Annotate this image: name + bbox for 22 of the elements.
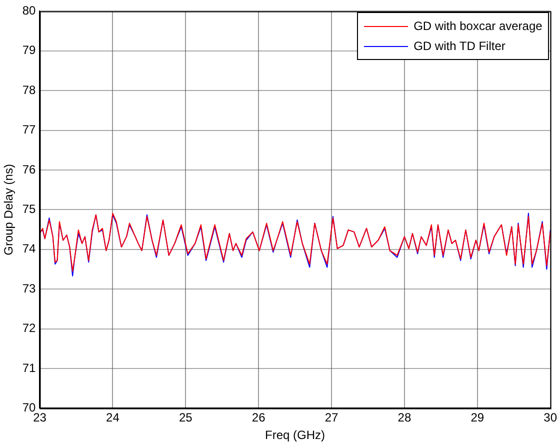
x-tick-label: 26 xyxy=(252,410,266,425)
y-tick-label: 78 xyxy=(22,82,36,97)
y-tick-label: 73 xyxy=(22,281,36,296)
x-tick-label: 23 xyxy=(33,410,47,425)
y-tick-label: 72 xyxy=(22,321,36,336)
x-axis-title: Freq (GHz) xyxy=(265,428,326,442)
y-tick-label: 79 xyxy=(22,43,36,58)
y-tick-label: 76 xyxy=(22,162,36,176)
x-tick-label: 28 xyxy=(398,410,412,425)
y-tick-label: 74 xyxy=(22,242,36,256)
y-tick-label: 77 xyxy=(22,122,36,137)
y-tick-label: 75 xyxy=(22,202,36,216)
legend-label: GD with boxcar average xyxy=(414,19,542,34)
y-axis-title: Group Delay (ns) xyxy=(2,164,16,256)
x-tick-label: 27 xyxy=(324,410,338,425)
x-tick-label: 30 xyxy=(544,410,558,425)
y-tick-label: 80 xyxy=(22,4,36,18)
x-tick-label: 25 xyxy=(178,410,193,425)
x-tick-label: 24 xyxy=(106,410,120,425)
legend-label: GD with TD Filter xyxy=(414,39,506,54)
y-tick-label: 71 xyxy=(22,360,36,375)
x-tick-label: 29 xyxy=(470,410,484,425)
